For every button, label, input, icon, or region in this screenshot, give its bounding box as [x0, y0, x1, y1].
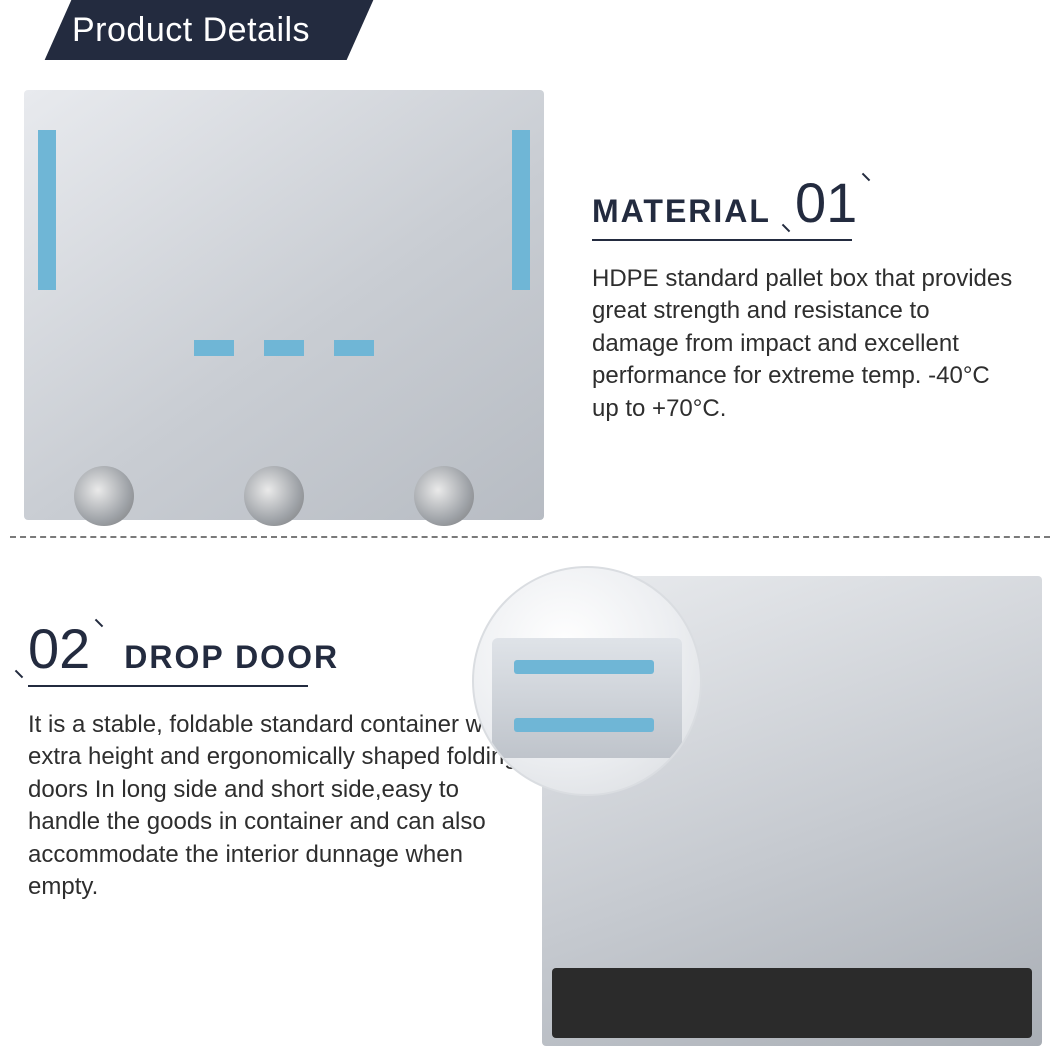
- section-divider: [10, 536, 1050, 538]
- feature-section-dropdoor: 02 DROP DOOR It is a stable, foldable st…: [0, 536, 1060, 1054]
- caster-wheel-icon: [244, 466, 304, 526]
- feature-title: MATERIAL: [592, 193, 771, 230]
- product-image-material: [24, 90, 544, 520]
- feature-text-dropdoor: 02 DROP DOOR It is a stable, foldable st…: [28, 616, 528, 903]
- feature-title: DROP DOOR: [124, 639, 339, 676]
- feature-text-material: MATERIAL 01 HDPE standard pallet box tha…: [592, 170, 1022, 425]
- feature-number: 02: [28, 616, 90, 681]
- header-banner: Product Details: [0, 0, 1060, 60]
- page-title: Product Details: [72, 0, 310, 60]
- header-skew-left: [0, 0, 71, 60]
- feature-heading: MATERIAL 01: [592, 170, 1022, 235]
- feature-body: It is a stable, foldable standard contai…: [28, 709, 528, 903]
- feature-underline: [28, 685, 308, 687]
- header-fill-right: [378, 0, 1060, 60]
- feature-section-material: MATERIAL 01 HDPE standard pallet box tha…: [0, 60, 1060, 536]
- feature-number: 01: [795, 170, 857, 235]
- product-image-dropdoor: [542, 576, 1042, 1046]
- feature-body: HDPE standard pallet box that provides g…: [592, 263, 1022, 425]
- caster-wheel-icon: [414, 466, 474, 526]
- feature-heading: 02 DROP DOOR: [28, 616, 528, 681]
- collapsed-inset-circle: [472, 566, 702, 796]
- pallet-base: [552, 968, 1032, 1038]
- caster-wheel-icon: [74, 466, 134, 526]
- feature-underline: [592, 239, 852, 241]
